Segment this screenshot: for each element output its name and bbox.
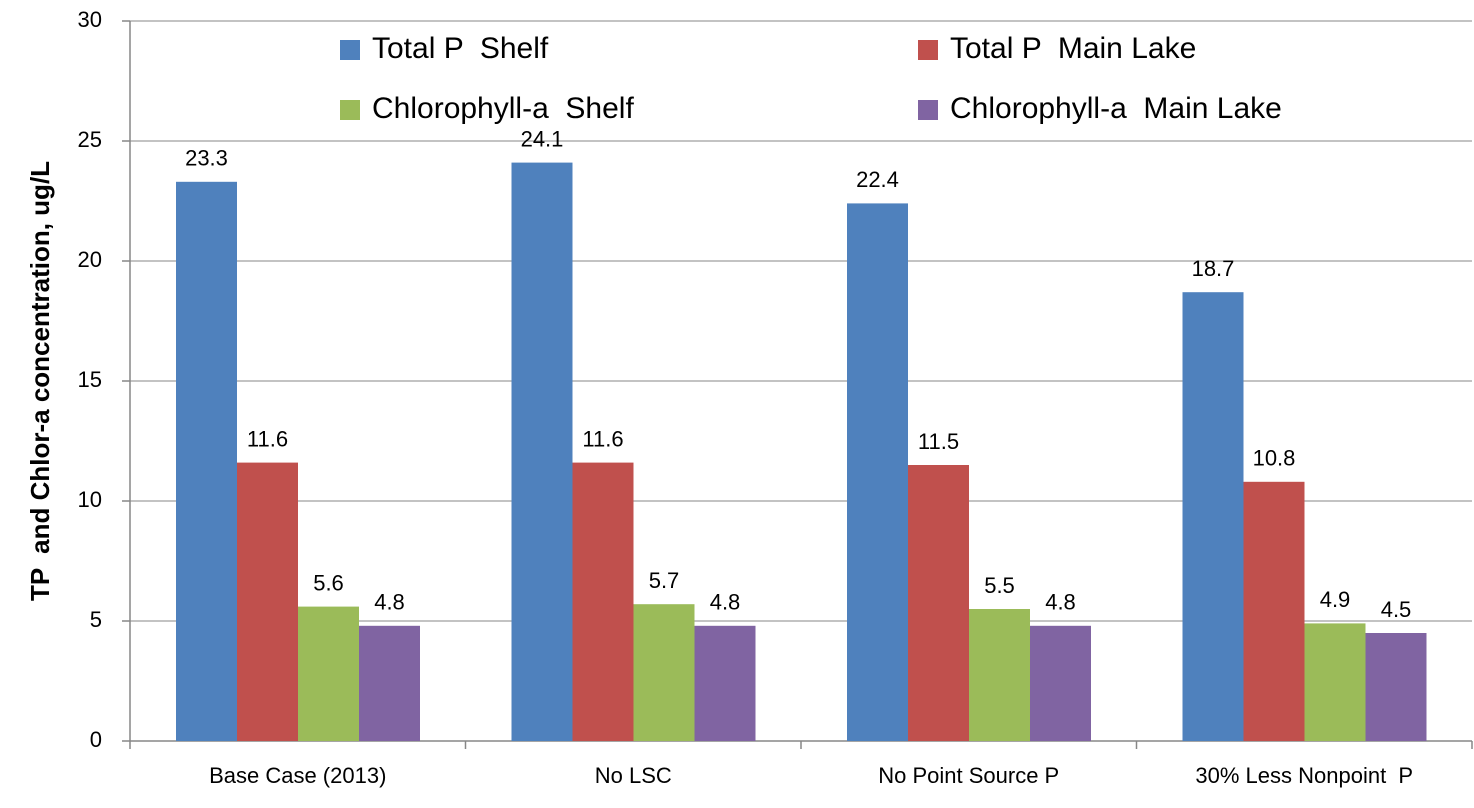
- data-label: 5.7: [649, 568, 680, 593]
- legend-label: Total P Shelf: [372, 32, 549, 65]
- data-label: 4.5: [1381, 597, 1412, 622]
- data-label: 10.8: [1253, 446, 1296, 471]
- bar: [969, 609, 1030, 741]
- data-label: 4.9: [1320, 587, 1351, 612]
- legend-swatch: [918, 40, 938, 60]
- bar: [298, 606, 359, 741]
- bar: [1243, 481, 1305, 741]
- x-tick-label: No LSC: [595, 763, 672, 788]
- bar: [1182, 292, 1244, 741]
- x-tick-label: 30% Less Nonpoint P: [1195, 763, 1413, 788]
- x-tick-label: No Point Source P: [878, 763, 1059, 788]
- bar: [633, 604, 695, 741]
- data-label: 4.8: [1045, 590, 1076, 615]
- legend-label: Chlorophyll-a Main Lake: [950, 92, 1282, 125]
- legend-swatch: [340, 40, 360, 60]
- legend-label: Total P Main Lake: [950, 32, 1196, 65]
- data-label: 4.8: [710, 590, 741, 615]
- bar: [694, 625, 756, 741]
- bar: [359, 625, 420, 741]
- y-tick-label: 10: [78, 487, 102, 512]
- y-tick-label: 30: [78, 7, 102, 32]
- data-label: 11.5: [918, 429, 959, 454]
- bar: [908, 465, 969, 741]
- bar: [847, 203, 908, 741]
- bar: [1365, 633, 1427, 741]
- y-axis-label: TP and Chlor-a concentration, ug/L: [25, 161, 55, 601]
- bar: [1030, 625, 1091, 741]
- bar: [1304, 623, 1366, 741]
- y-tick-label: 15: [78, 367, 102, 392]
- y-tick-label: 5: [90, 607, 102, 632]
- y-tick-label: 25: [78, 127, 102, 152]
- y-tick-label: 20: [78, 247, 102, 272]
- data-label: 5.6: [313, 570, 344, 595]
- x-tick-label: Base Case (2013): [209, 763, 386, 788]
- legend-swatch: [340, 100, 360, 120]
- data-label: 11.6: [582, 426, 623, 451]
- y-tick-label: 0: [90, 727, 102, 752]
- legend-label: Chlorophyll-a Shelf: [372, 92, 634, 125]
- data-label: 22.4: [856, 167, 899, 192]
- legend-swatch: [918, 100, 938, 120]
- bar: [237, 462, 298, 741]
- data-label: 18.7: [1192, 256, 1235, 281]
- data-label: 24.1: [521, 126, 564, 151]
- bar: [511, 162, 573, 742]
- bar: [572, 462, 634, 741]
- data-label: 23.3: [185, 146, 228, 171]
- bar: [176, 181, 237, 742]
- data-label: 11.6: [247, 426, 288, 451]
- data-label: 5.5: [984, 573, 1015, 598]
- data-label: 4.8: [374, 590, 405, 615]
